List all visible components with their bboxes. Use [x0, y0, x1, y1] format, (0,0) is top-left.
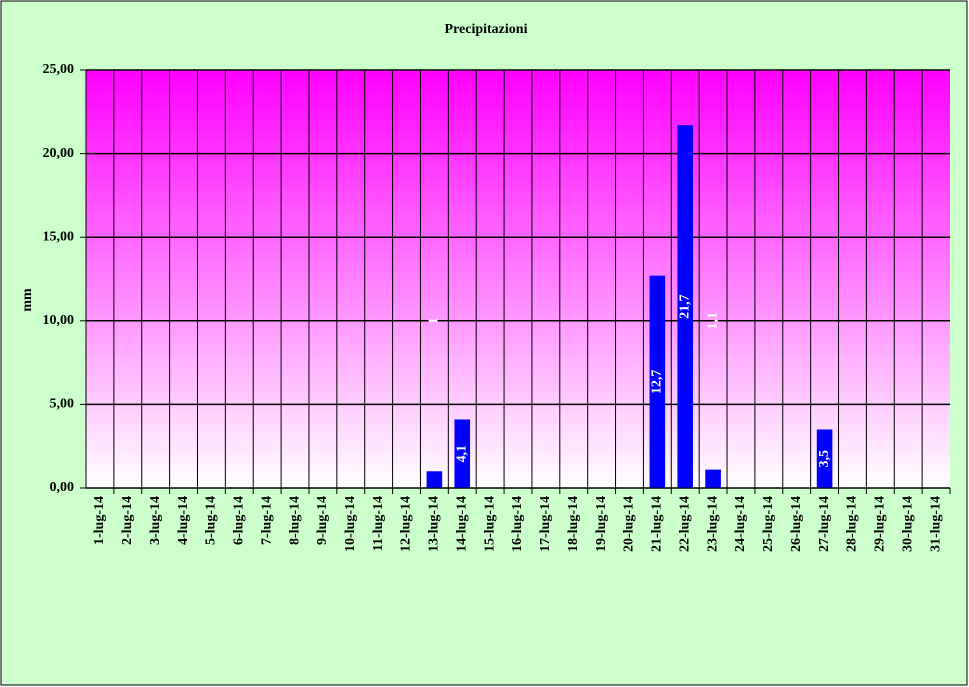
x-tick-label: 2-lug-14 [120, 496, 135, 545]
bar [426, 471, 443, 488]
x-tick-label: 28-lug-14 [845, 496, 860, 552]
x-tick-label: 3-lug-14 [148, 496, 163, 545]
plot-area [86, 70, 950, 488]
x-tick-label: 5-lug-14 [204, 496, 219, 545]
x-tick-label: 9-lug-14 [315, 496, 330, 545]
x-tick-label: 10-lug-14 [343, 496, 358, 552]
x-tick-label: 19-lug-14 [594, 496, 609, 552]
x-tick-label: 4-lug-14 [176, 496, 191, 545]
bar [816, 429, 833, 488]
value-label: 3,5 [817, 450, 832, 468]
x-tick-label: 12-lug-14 [399, 496, 414, 552]
x-tick-label: 31-lug-14 [928, 496, 943, 552]
x-tick-label: 20-lug-14 [622, 496, 637, 552]
bar [454, 419, 471, 488]
x-tick-label: 30-lug-14 [900, 496, 915, 552]
x-tick-label: 1-lug-14 [92, 496, 107, 545]
value-label: 4,1 [454, 445, 469, 463]
x-tick-label: 24-lug-14 [733, 496, 748, 552]
y-tick-label: 20,00 [43, 146, 75, 161]
x-tick-label: 6-lug-14 [232, 496, 247, 545]
y-tick-label: 5,00 [50, 397, 75, 412]
x-tick-label: 18-lug-14 [566, 496, 581, 552]
x-tick-label: 23-lug-14 [705, 496, 720, 552]
x-tick-label: 16-lug-14 [510, 496, 525, 552]
y-tick-label: 10,00 [43, 313, 75, 328]
value-label: 21,7 [677, 294, 692, 319]
y-axis-label: mm [20, 288, 35, 312]
bar [649, 275, 666, 488]
value-label: 1 [427, 317, 442, 324]
x-tick-label: 22-lug-14 [677, 496, 692, 552]
x-tick-label: 27-lug-14 [817, 496, 832, 552]
x-tick-label: 8-lug-14 [287, 496, 302, 545]
x-tick-label: 15-lug-14 [482, 496, 497, 552]
value-label: 1,1 [705, 312, 720, 330]
y-tick-label: 25,00 [43, 62, 75, 77]
x-tick-label: 14-lug-14 [454, 496, 469, 552]
x-tick-label: 7-lug-14 [259, 496, 274, 545]
value-label: 12,7 [650, 370, 665, 395]
chart-title: Precipitazioni [445, 22, 528, 37]
y-tick-label: 15,00 [43, 229, 75, 244]
x-tick-label: 11-lug-14 [371, 496, 386, 551]
x-tick-label: 26-lug-14 [789, 496, 804, 552]
bar [677, 125, 694, 489]
x-tick-label: 13-lug-14 [427, 496, 442, 552]
bar [705, 469, 721, 488]
x-tick-label: 17-lug-14 [538, 496, 553, 552]
x-tick-label: 21-lug-14 [650, 496, 665, 552]
y-tick-label: 0,00 [50, 480, 75, 495]
x-tick-label: 29-lug-14 [873, 496, 888, 552]
x-tick-label: 25-lug-14 [761, 496, 776, 552]
